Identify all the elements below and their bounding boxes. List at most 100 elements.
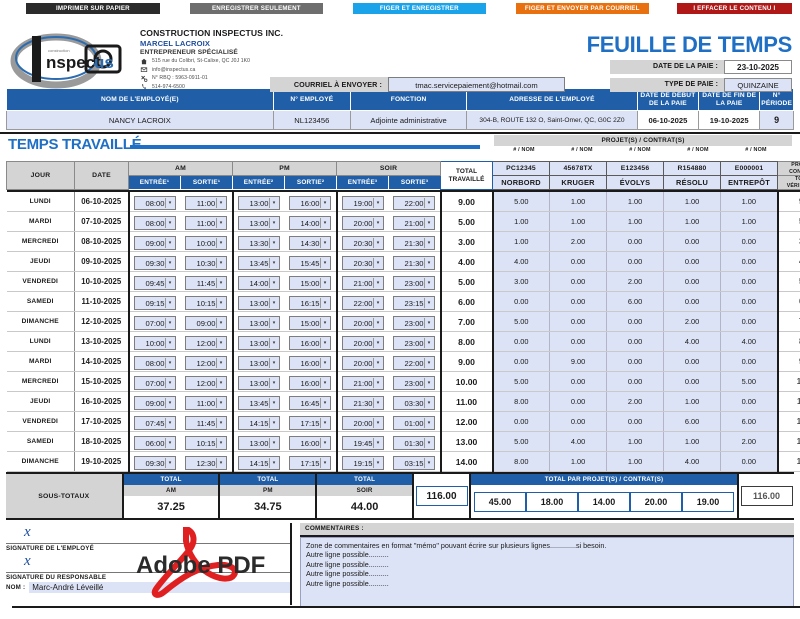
time-select-out2[interactable]: 16:15 ▾ — [289, 296, 332, 310]
freeze-and-email-button[interactable]: FIGER ET ENVOYER PAR COURRIEL — [515, 3, 649, 14]
chevron-down-icon[interactable]: ▾ — [373, 398, 383, 408]
row-project-2-hours[interactable]: 0.00 — [549, 411, 608, 432]
time-cell-in3[interactable]: 21:00 ▾ — [336, 371, 389, 392]
time-select-in3[interactable]: 19:45 ▾ — [342, 436, 385, 450]
row-project-4-hours[interactable]: 0.00 — [663, 351, 722, 372]
row-project-3-hours[interactable]: 1.00 — [606, 451, 665, 472]
time-select-out3[interactable]: 22:00 ▾ — [393, 196, 436, 210]
time-select-out2[interactable]: 16:00 ▾ — [289, 196, 332, 210]
row-project-1-hours[interactable]: 0.00 — [492, 351, 551, 372]
row-project-3-hours[interactable]: 2.00 — [606, 391, 665, 412]
row-project-3-hours[interactable]: 0.00 — [606, 371, 665, 392]
row-project-4-hours[interactable]: 0.00 — [663, 231, 722, 252]
time-cell-in2[interactable]: 14:15 ▾ — [232, 451, 285, 472]
row-project-3-hours[interactable]: 0.00 — [606, 251, 665, 272]
time-cell-in1[interactable]: 09:00 ▾ — [128, 391, 181, 412]
time-select-in1[interactable]: 10:00 ▾ — [134, 336, 176, 350]
chevron-down-icon[interactable]: ▾ — [424, 398, 434, 408]
row-project-5-hours[interactable]: 0.00 — [720, 311, 779, 332]
chevron-down-icon[interactable]: ▾ — [320, 358, 330, 368]
chevron-down-icon[interactable]: ▾ — [373, 438, 383, 448]
time-cell-in2[interactable]: 13:00 ▾ — [232, 431, 285, 452]
chevron-down-icon[interactable]: ▾ — [424, 278, 434, 288]
time-select-in3[interactable]: 20:00 ▾ — [342, 216, 385, 230]
time-select-out2[interactable]: 17:15 ▾ — [289, 416, 332, 430]
time-cell-in1[interactable]: 10:00 ▾ — [128, 331, 181, 352]
row-project-3-hours[interactable]: 1.00 — [606, 211, 665, 232]
time-select-out1[interactable]: 09:00 ▾ — [185, 316, 227, 330]
time-cell-in3[interactable]: 20:00 ▾ — [336, 411, 389, 432]
save-only-button[interactable]: ENREGISTRER SEULEMENT — [189, 3, 323, 14]
time-cell-out3[interactable]: 21:30 ▾ — [388, 251, 442, 272]
time-select-out3[interactable]: 03:30 ▾ — [393, 396, 436, 410]
time-cell-out1[interactable]: 12:30 ▾ — [180, 451, 234, 472]
chevron-down-icon[interactable]: ▾ — [269, 198, 279, 208]
row-project-5-hours[interactable]: 4.00 — [720, 331, 779, 352]
time-select-in3[interactable]: 21:00 ▾ — [342, 276, 385, 290]
time-cell-out2[interactable]: 16:45 ▾ — [284, 391, 338, 412]
row-project-3-hours[interactable]: 0.00 — [606, 311, 665, 332]
time-cell-in3[interactable]: 20:00 ▾ — [336, 311, 389, 332]
pay-date-value[interactable]: 23-10-2025 — [724, 60, 792, 74]
time-select-out2[interactable]: 14:30 ▾ — [289, 236, 332, 250]
time-cell-in2[interactable]: 13:00 ▾ — [232, 331, 285, 352]
time-select-out1[interactable]: 12:30 ▾ — [185, 456, 227, 470]
time-select-out3[interactable]: 23:15 ▾ — [393, 296, 436, 310]
chevron-down-icon[interactable]: ▾ — [320, 278, 330, 288]
chevron-down-icon[interactable]: ▾ — [165, 438, 174, 448]
time-cell-out2[interactable]: 16:00 ▾ — [284, 331, 338, 352]
row-project-2-hours[interactable]: 0.00 — [549, 371, 608, 392]
time-select-in1[interactable]: 09:45 ▾ — [134, 276, 176, 290]
chevron-down-icon[interactable]: ▾ — [424, 438, 434, 448]
row-project-4-hours[interactable]: 2.00 — [663, 311, 722, 332]
time-cell-in2[interactable]: 13:30 ▾ — [232, 231, 285, 252]
row-project-2-hours[interactable]: 0.00 — [549, 391, 608, 412]
time-select-out1[interactable]: 10:15 ▾ — [185, 296, 227, 310]
time-select-out3[interactable]: 23:00 ▾ — [393, 336, 436, 350]
time-cell-in1[interactable]: 09:45 ▾ — [128, 271, 181, 292]
project-name-4[interactable]: RÉSOLU — [663, 175, 722, 190]
row-project-1-hours[interactable]: 4.00 — [492, 251, 551, 272]
employee-address[interactable]: 304-B, ROUTE 132 O, Saint-Omer, QC, G0C … — [466, 110, 638, 131]
time-select-in1[interactable]: 08:00 ▾ — [134, 356, 176, 370]
email-to-input[interactable]: tmac.servicepaiement@hotmail.com — [388, 77, 565, 92]
chevron-down-icon[interactable]: ▾ — [424, 198, 434, 208]
chevron-down-icon[interactable]: ▾ — [424, 458, 434, 468]
row-project-2-hours[interactable]: 0.00 — [549, 331, 608, 352]
time-cell-in3[interactable]: 19:00 ▾ — [336, 192, 389, 212]
time-cell-in3[interactable]: 21:00 ▾ — [336, 271, 389, 292]
time-select-out3[interactable]: 21:30 ▾ — [393, 256, 436, 270]
manager-name-value[interactable]: Marc-André Léveillé — [29, 582, 290, 593]
chevron-down-icon[interactable]: ▾ — [373, 338, 383, 348]
row-project-2-hours[interactable]: 0.00 — [549, 311, 608, 332]
project-number-2[interactable]: 45678TX — [549, 161, 608, 176]
row-project-1-hours[interactable]: 3.00 — [492, 271, 551, 292]
chevron-down-icon[interactable]: ▾ — [216, 218, 225, 228]
freeze-and-save-button[interactable]: FIGER ET ENREGISTRER — [352, 3, 486, 14]
time-cell-in1[interactable]: 08:00 ▾ — [128, 192, 181, 212]
time-select-out3[interactable]: 23:00 ▾ — [393, 316, 436, 330]
chevron-down-icon[interactable]: ▾ — [320, 258, 330, 268]
time-select-out1[interactable]: 10:00 ▾ — [185, 236, 227, 250]
chevron-down-icon[interactable]: ▾ — [269, 338, 279, 348]
time-cell-out3[interactable]: 03:15 ▾ — [388, 451, 442, 472]
time-select-in3[interactable]: 22:00 ▾ — [342, 296, 385, 310]
row-project-1-hours[interactable]: 1.00 — [492, 231, 551, 252]
time-cell-out2[interactable]: 15:45 ▾ — [284, 251, 338, 272]
time-select-in3[interactable]: 20:00 ▾ — [342, 416, 385, 430]
time-select-out1[interactable]: 11:45 ▾ — [185, 416, 227, 430]
chevron-down-icon[interactable]: ▾ — [320, 378, 330, 388]
manager-signature-line[interactable]: х — [6, 552, 290, 573]
time-cell-out3[interactable]: 21:30 ▾ — [388, 231, 442, 252]
time-select-in3[interactable]: 19:00 ▾ — [342, 196, 385, 210]
time-cell-out3[interactable]: 23:15 ▾ — [388, 291, 442, 312]
time-select-out3[interactable]: 23:00 ▾ — [393, 276, 436, 290]
chevron-down-icon[interactable]: ▾ — [216, 398, 225, 408]
row-project-4-hours[interactable]: 4.00 — [663, 451, 722, 472]
chevron-down-icon[interactable]: ▾ — [165, 338, 174, 348]
chevron-down-icon[interactable]: ▾ — [269, 358, 279, 368]
chevron-down-icon[interactable]: ▾ — [320, 338, 330, 348]
time-cell-out3[interactable]: 22:00 ▾ — [388, 192, 442, 212]
time-select-in2[interactable]: 13:00 ▾ — [238, 316, 281, 330]
time-select-in1[interactable]: 09:15 ▾ — [134, 296, 176, 310]
